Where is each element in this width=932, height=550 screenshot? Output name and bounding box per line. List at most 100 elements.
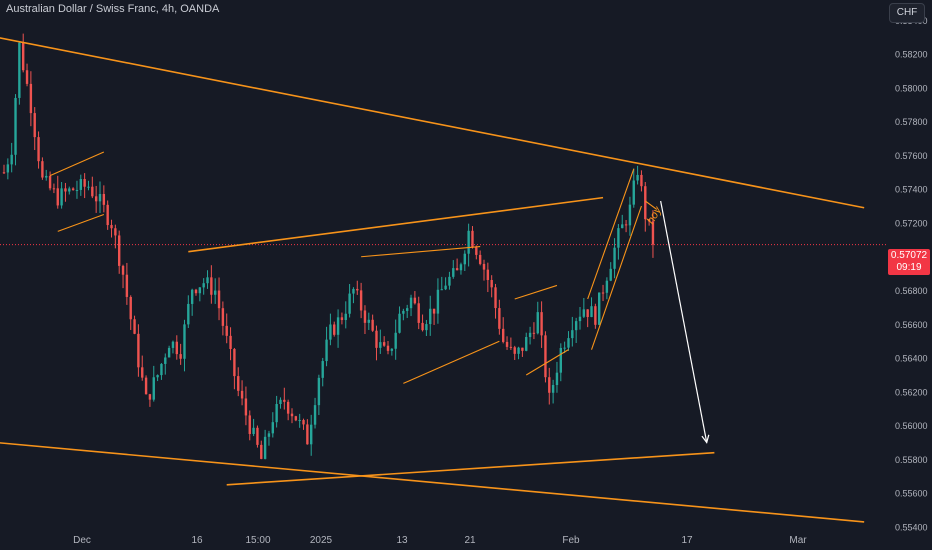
candle [574, 317, 578, 343]
trendline[interactable] [49, 151, 105, 177]
candle [382, 336, 386, 347]
candle-body [68, 188, 71, 192]
candle [2, 164, 6, 175]
candle-body [544, 335, 547, 378]
candle-body [294, 416, 298, 421]
projection-arrow-shaft[interactable] [660, 200, 708, 443]
trendline[interactable] [188, 196, 604, 253]
candle-body [647, 219, 651, 222]
candle-body [348, 293, 351, 314]
candle-body [528, 332, 532, 338]
trendline[interactable] [0, 442, 865, 523]
candle-body [551, 385, 555, 393]
candle [609, 262, 612, 282]
candle-body [406, 308, 409, 311]
candle [390, 348, 394, 356]
candle [463, 250, 466, 272]
candle-body [478, 254, 482, 264]
candle-body [306, 424, 309, 445]
candle [233, 347, 236, 390]
trendline[interactable] [587, 168, 635, 300]
candle-body [467, 230, 470, 254]
candle-body [582, 309, 586, 317]
candle [22, 33, 25, 73]
candle [148, 393, 152, 407]
candle-body [190, 289, 194, 304]
candle-body [118, 235, 121, 266]
trendline[interactable] [0, 37, 865, 209]
trendline[interactable] [57, 213, 105, 232]
candle [187, 295, 190, 328]
candle [455, 258, 459, 271]
price-tick-label: 0.58000 [895, 83, 928, 93]
trendline[interactable] [644, 200, 658, 210]
candle-body [214, 290, 217, 295]
candle-body [71, 188, 75, 191]
candle [37, 131, 40, 169]
candle-body [22, 42, 25, 71]
candle-body [260, 444, 263, 459]
candle-body [436, 289, 440, 314]
trendline[interactable] [403, 340, 500, 384]
candle [91, 176, 94, 199]
currency-button[interactable]: CHF [889, 3, 925, 23]
candle-body [129, 296, 132, 320]
candle [563, 341, 566, 354]
candle [290, 408, 294, 424]
candle [452, 260, 455, 279]
candle-body [644, 186, 647, 220]
trendline[interactable] [361, 246, 481, 258]
candle [502, 317, 505, 344]
candle [367, 312, 370, 330]
candle [106, 200, 109, 230]
candle-body [417, 303, 420, 323]
candle-body [513, 347, 516, 354]
candle [398, 306, 401, 334]
candle [29, 71, 33, 127]
candle [52, 183, 56, 194]
price-tick-label: 0.55800 [895, 455, 928, 465]
trendline[interactable] [525, 349, 569, 376]
candle-body [298, 420, 301, 422]
candle [624, 219, 628, 233]
trendline[interactable] [226, 451, 715, 486]
candle [210, 265, 213, 304]
time-axis: Dec 16 15:00 2025 13 21 Feb 17 Mar [73, 535, 807, 546]
candle [544, 331, 547, 383]
candle [333, 321, 336, 337]
candle [490, 275, 493, 298]
candle [578, 306, 582, 330]
candle-body [102, 193, 106, 205]
candle [144, 375, 148, 395]
candle [478, 250, 482, 266]
candle-body [37, 137, 40, 162]
trendline[interactable] [514, 284, 558, 300]
trendline[interactable] [591, 205, 642, 350]
candle [94, 185, 98, 213]
candle [198, 287, 202, 302]
candle-body [310, 424, 313, 445]
candle-body [598, 292, 601, 325]
candle [555, 361, 559, 393]
candle [121, 264, 125, 289]
candle [68, 186, 71, 195]
candle [432, 308, 436, 325]
price-axis: 0.584000.582000.580000.578000.576000.574… [895, 16, 928, 533]
candle-body [206, 277, 209, 284]
candle-body [651, 221, 655, 245]
candle [45, 169, 48, 181]
candle [413, 291, 417, 305]
candle-body [525, 337, 528, 351]
candle-body [367, 319, 370, 323]
candle-body [229, 335, 232, 349]
candle-body [167, 347, 171, 358]
candle-body [517, 347, 520, 354]
candle [402, 308, 405, 321]
price-tick-label: 0.57400 [895, 185, 928, 195]
candle-body [217, 290, 221, 309]
candle [313, 397, 317, 429]
candle [202, 278, 205, 295]
candle [636, 165, 639, 185]
candle-body [578, 316, 582, 322]
